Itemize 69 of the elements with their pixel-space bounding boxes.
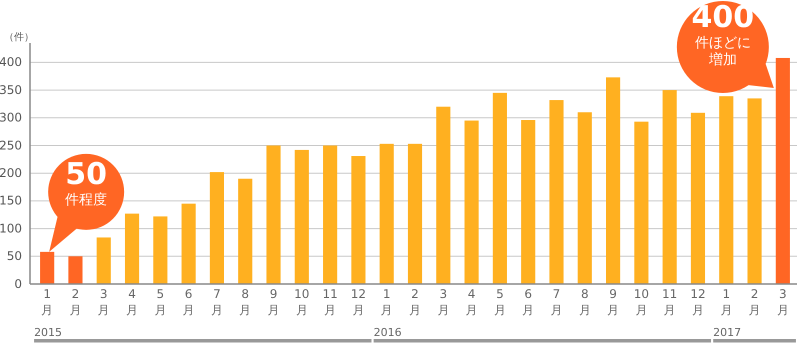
bar xyxy=(153,216,168,284)
x-tick-label: 12月 xyxy=(690,287,706,317)
bar xyxy=(719,96,734,284)
x-tick-label: 6月 xyxy=(182,287,195,317)
y-tick-label: 250 xyxy=(0,138,22,152)
y-tick-label: 150 xyxy=(0,194,22,208)
x-tick-label: 1月 xyxy=(41,287,54,317)
y-tick-label: 300 xyxy=(0,110,22,125)
x-tick-label: 2月 xyxy=(69,287,82,317)
y-tick-label: 350 xyxy=(0,82,22,97)
x-tick-label: 10月 xyxy=(294,287,310,317)
bar xyxy=(40,252,54,284)
x-tick-label: 10月 xyxy=(634,287,650,317)
bar xyxy=(606,77,620,284)
x-tick-label: 3月 xyxy=(98,287,110,317)
bar xyxy=(351,156,366,284)
bar xyxy=(294,150,309,284)
bar xyxy=(578,112,592,284)
bar xyxy=(690,112,706,284)
bar xyxy=(549,100,564,284)
bar xyxy=(521,120,536,284)
y-tick-label: 200 xyxy=(0,166,22,180)
bar xyxy=(408,144,422,284)
x-tick-label: 1月 xyxy=(720,287,732,317)
text: 2017 xyxy=(713,326,742,339)
x-tick-label: 2月 xyxy=(409,287,421,317)
y-tick-label: 0 xyxy=(14,276,22,291)
bar xyxy=(380,144,394,284)
bar xyxy=(464,120,479,284)
bar xyxy=(68,256,83,284)
text: 2016 xyxy=(374,326,402,339)
bar xyxy=(634,122,648,284)
bar xyxy=(436,106,450,284)
x-tick-label: 8月 xyxy=(239,287,252,317)
x-tick-label: 2月 xyxy=(748,287,761,317)
x-tick-label: 8月 xyxy=(578,287,591,317)
y-tick-label: 100 xyxy=(0,221,22,236)
x-tick-label: 3月 xyxy=(437,287,450,317)
x-tick-label: 6月 xyxy=(522,287,534,317)
x-tick-label: 3月 xyxy=(776,287,789,317)
x-tick-label: 11月 xyxy=(662,287,678,317)
bar xyxy=(662,90,677,284)
bar xyxy=(210,172,224,284)
x-tick-label: 11月 xyxy=(322,287,338,317)
y-tick-label: 400 xyxy=(0,55,22,70)
x-tick-label: 1月 xyxy=(380,287,393,317)
x-tick-label: 5月 xyxy=(494,287,506,317)
bar xyxy=(96,237,111,284)
bar xyxy=(492,92,507,284)
bar xyxy=(266,145,281,284)
bar xyxy=(238,178,252,284)
annotation: 400件ほどに増加 xyxy=(692,0,754,68)
bar xyxy=(776,58,790,284)
x-tick-label: 12月 xyxy=(350,287,366,317)
y-tick-label: 50 xyxy=(6,249,22,264)
x-tick-label: 9月 xyxy=(268,287,280,317)
bar xyxy=(124,214,140,284)
text: 2015 xyxy=(34,326,62,339)
x-tick-label: 7月 xyxy=(550,287,562,317)
bar xyxy=(747,98,762,284)
bar xyxy=(182,204,196,284)
y-axis-title: （件） xyxy=(4,32,34,43)
x-tick-label: 7月 xyxy=(210,287,223,317)
annotation: 50件程度 xyxy=(65,156,108,208)
bar xyxy=(323,145,338,284)
x-tick-label: 4月 xyxy=(466,287,478,317)
x-tick-label: 4月 xyxy=(126,287,138,317)
x-tick-label: 5月 xyxy=(154,287,166,317)
x-tick-label: 9月 xyxy=(607,287,620,317)
